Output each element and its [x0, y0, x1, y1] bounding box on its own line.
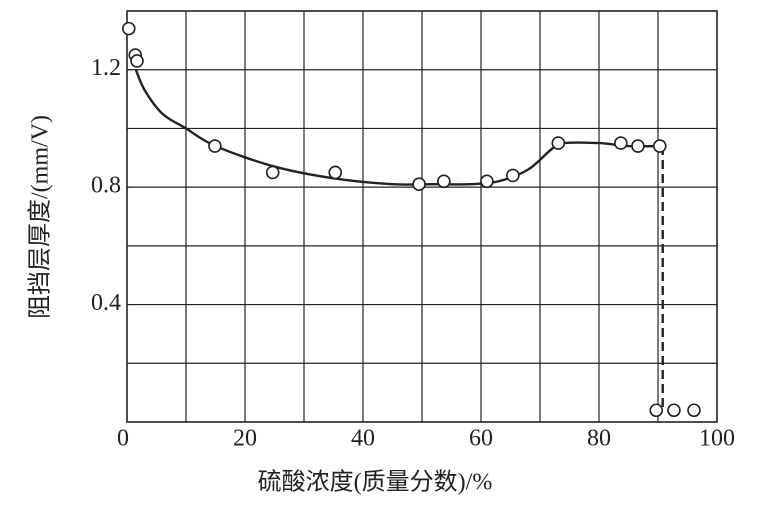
data-point	[652, 139, 667, 153]
x-tick-label: 80	[587, 426, 611, 452]
y-tick-label: 1.2	[91, 55, 121, 81]
y-tick-label: 0.4	[91, 290, 121, 316]
plot-frame	[126, 10, 718, 423]
x-tick-label: 60	[469, 426, 493, 452]
x-axis-label: 硫酸浓度(质量分数)/%	[258, 469, 493, 496]
data-point	[208, 139, 222, 153]
data-point	[437, 174, 451, 189]
data-point	[551, 136, 566, 150]
data-point	[121, 21, 136, 36]
data-point	[506, 168, 520, 183]
data-point	[667, 403, 681, 418]
y-tick-label: 0.8	[91, 173, 121, 199]
data-point	[649, 403, 664, 418]
y-axis-label: 阻挡层厚度/(mm/V)	[27, 115, 54, 319]
data-point	[328, 165, 343, 180]
data-point	[614, 136, 628, 150]
x-tick-label: 100	[699, 426, 735, 452]
fit-curve	[134, 69, 663, 186]
data-point	[687, 403, 701, 418]
data-point	[631, 139, 645, 153]
x-tick-label: 40	[351, 426, 375, 452]
data-point	[130, 54, 144, 68]
x-tick-label: 20	[233, 426, 257, 452]
x-tick-label: 0	[117, 426, 129, 452]
data-point	[412, 177, 426, 192]
data-point	[265, 165, 280, 180]
data-point	[480, 174, 494, 189]
